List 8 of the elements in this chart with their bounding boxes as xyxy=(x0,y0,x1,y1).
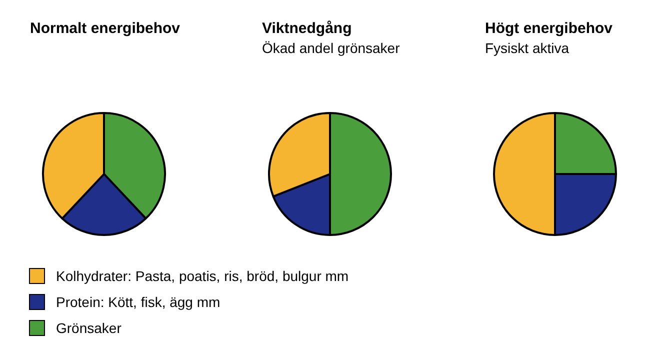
chart-title: Högt energibehov xyxy=(485,20,614,37)
chart-subtitle: Fysiskt aktiva xyxy=(485,40,570,56)
legend-label: Kolhydrater: Pasta, poatis, ris, bröd, bulgur mm xyxy=(56,268,349,284)
chart-title: Normalt energibehov xyxy=(30,20,182,37)
chart-subtitle: Ökad andel grönsaker xyxy=(262,40,401,56)
legend-label: Grönsaker xyxy=(56,320,122,336)
legend-label: Protein: Kött, fisk, ägg mm xyxy=(56,294,220,310)
chart-title: Viktnedgång xyxy=(262,20,353,37)
